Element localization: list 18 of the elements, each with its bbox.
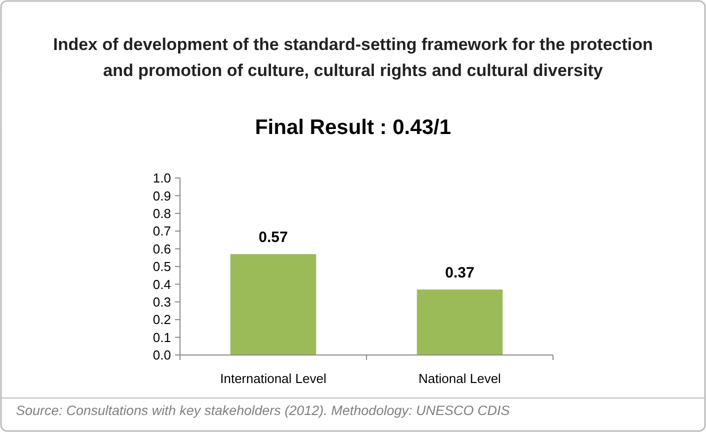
y-tick-label: 0.4: [152, 276, 171, 292]
chart-subtitle: Final Result : 0.43/1: [254, 116, 452, 139]
data-label: 0.37: [445, 264, 474, 282]
source-note: Source: Consultations with key stakeholders (2012). Methodology: UNESCO CDIS: [16, 403, 510, 418]
y-tick-label: 0.0: [152, 348, 171, 363]
data-label: 0.57: [258, 229, 288, 246]
y-tick-label: 0.6: [152, 241, 171, 256]
y-tick-label: 0.5: [152, 259, 171, 274]
y-tick-label: 0.9: [152, 188, 171, 204]
y-tick-label: 0.3: [152, 294, 171, 310]
y-tick-label: 0.8: [152, 206, 171, 221]
y-tick-label: 0.1: [152, 330, 171, 345]
x-tick-label: International Level: [220, 371, 326, 386]
y-tick-label: 0.2: [152, 312, 171, 328]
y-tick-label: 0.7: [152, 224, 171, 239]
chart-title: Index of development of the standard-setting framework for the protection and promotion of culture, cultural rights and cultural diversity: [53, 35, 653, 80]
y-tick-label: 1.0: [152, 170, 171, 186]
x-tick-label: National Level: [418, 371, 502, 386]
